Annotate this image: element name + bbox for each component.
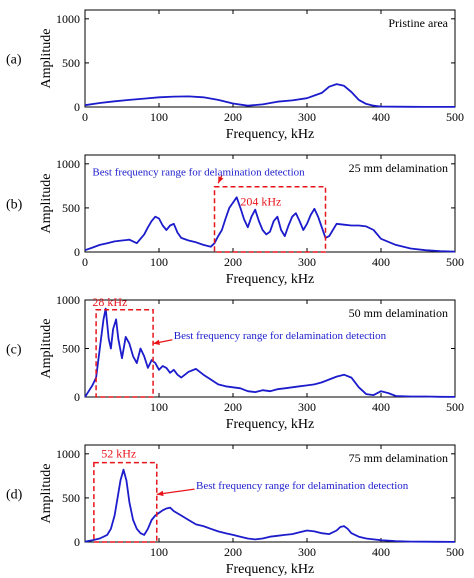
- x-tick-label: 200: [224, 545, 242, 559]
- annotation-arrowhead: [218, 176, 224, 184]
- plot-frame: [84, 444, 456, 543]
- x-tick-label: 300: [298, 110, 316, 124]
- x-axis-label: Frequency, kHz: [226, 417, 315, 432]
- spectrum-line: [84, 307, 456, 398]
- frequency-range-box: [93, 461, 158, 543]
- x-tick-label: 0: [82, 110, 88, 124]
- y-tick-label: 1000: [56, 293, 80, 307]
- x-tick-label: 200: [224, 255, 242, 269]
- y-axis-label: Amplitude: [39, 29, 54, 89]
- y-axis-label: Amplitude: [39, 464, 54, 524]
- x-tick-label: 200: [224, 110, 242, 124]
- y-axis-label: Amplitude: [39, 319, 54, 379]
- x-tick-label: 100: [150, 110, 168, 124]
- panel-label: (d): [6, 488, 23, 503]
- spectrum-line: [84, 468, 456, 543]
- frequency-range-box: [95, 308, 154, 398]
- x-tick-label: 400: [372, 400, 390, 414]
- y-tick-label: 0: [74, 245, 80, 259]
- chart-panel: 100 200 300 400 500 0 500 1000 Frequency, kHz Amp…: [6, 444, 464, 577]
- x-tick-label: 500: [446, 110, 464, 124]
- x-tick-label: 500: [446, 255, 464, 269]
- panel-label: (b): [6, 198, 23, 213]
- panel-corner-text: 75 mm delamination: [349, 451, 448, 465]
- y-tick-label: 0: [74, 390, 80, 404]
- x-tick-label: 300: [298, 255, 316, 269]
- annotation-text: Best frequency range for delamination de…: [174, 330, 387, 342]
- plot-frame: [84, 154, 456, 253]
- y-tick-label: 500: [62, 201, 80, 215]
- x-tick-label: 100: [150, 255, 168, 269]
- x-tick-label: 400: [372, 545, 390, 559]
- spectrum-line: [84, 83, 455, 108]
- chart-panel: 0 100 200 300 400 500 0 500 1000 Frequency, kHz Am…: [6, 154, 464, 287]
- chart-panel: 100 200 300 400 500 0 500 1000 Frequency, kHz Amp…: [6, 293, 464, 432]
- y-tick-label: 500: [62, 342, 80, 356]
- annotation-text: Best frequency range for delamination de…: [196, 480, 409, 492]
- plot-frame: [84, 9, 456, 108]
- chart-panel: 0 100 200 300 400 500 0 500 1000 Frequency, kHz Am…: [6, 9, 464, 142]
- annotation-text: 204 kHz: [240, 194, 281, 208]
- x-tick-label: 100: [150, 400, 168, 414]
- x-tick-label: 400: [372, 110, 390, 124]
- y-tick-label: 1000: [56, 157, 80, 171]
- x-tick-label: 100: [150, 545, 168, 559]
- panel-corner-text: 50 mm delamination: [349, 306, 448, 320]
- x-axis-label: Frequency, kHz: [226, 562, 315, 577]
- y-tick-label: 1000: [56, 12, 80, 26]
- y-tick-label: 500: [62, 56, 80, 70]
- y-tick-label: 1000: [56, 447, 80, 461]
- y-tick-label: 0: [74, 535, 80, 549]
- y-axis-label: Amplitude: [39, 174, 54, 234]
- panel-label: (c): [6, 343, 22, 358]
- x-tick-label: 400: [372, 255, 390, 269]
- panel-corner-text: 25 mm delamination: [349, 161, 448, 175]
- annotation-text: Best frequency range for delamination de…: [92, 166, 305, 178]
- x-tick-label: 300: [298, 400, 316, 414]
- spectrum-line: [84, 196, 456, 253]
- annotation-arrowhead: [153, 339, 160, 346]
- x-tick-label: 0: [82, 255, 88, 269]
- x-axis-label: Frequency, kHz: [226, 272, 315, 287]
- annotation-text: 28 kHz: [92, 295, 127, 309]
- x-tick-label: 200: [224, 400, 242, 414]
- x-tick-label: 300: [298, 545, 316, 559]
- annotation-arrowhead: [156, 490, 164, 497]
- y-tick-label: 0: [74, 100, 80, 114]
- y-tick-label: 500: [62, 491, 80, 505]
- x-tick-label: 500: [446, 400, 464, 414]
- panel-corner-text: Pristine area: [388, 16, 448, 30]
- x-axis-label: Frequency, kHz: [226, 127, 315, 142]
- panel-label: (a): [6, 53, 22, 68]
- annotation-text: 52 kHz: [101, 446, 136, 460]
- x-tick-label: 500: [446, 545, 464, 559]
